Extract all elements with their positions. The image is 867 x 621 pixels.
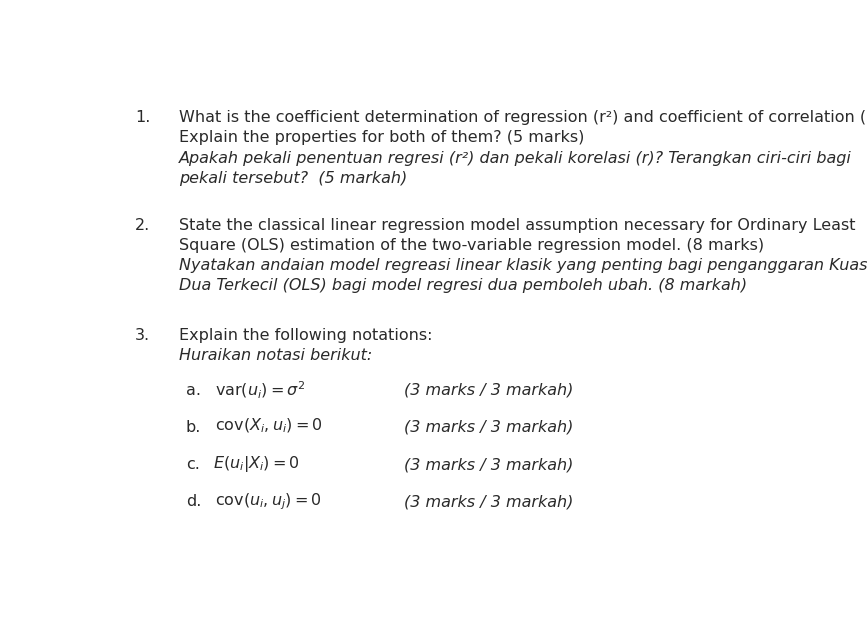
Text: $\mathrm{cov}(u_i, u_j) = 0$: $\mathrm{cov}(u_i, u_j) = 0$	[214, 491, 322, 512]
Text: (3 marks / 3 markah): (3 marks / 3 markah)	[404, 457, 573, 472]
Text: $\mathrm{cov}(X_i, u_i) = 0$: $\mathrm{cov}(X_i, u_i) = 0$	[214, 417, 323, 435]
Text: $E(u_i|X_i) = 0$: $E(u_i|X_i) = 0$	[212, 454, 299, 474]
Text: (3 marks / 3 markah): (3 marks / 3 markah)	[404, 494, 573, 509]
Text: 3.: 3.	[135, 328, 150, 343]
Text: (3 marks / 3 markah): (3 marks / 3 markah)	[404, 383, 573, 398]
Text: pekali tersebut?  (5 markah): pekali tersebut? (5 markah)	[179, 171, 407, 186]
Text: Nyatakan andaian model regreasi linear klasik yang penting bagi penganggaran Kua: Nyatakan andaian model regreasi linear k…	[179, 258, 867, 273]
Text: d.: d.	[186, 494, 201, 509]
Text: Explain the following notations:: Explain the following notations:	[179, 328, 433, 343]
Text: Huraikan notasi berikut:: Huraikan notasi berikut:	[179, 348, 372, 363]
Text: b.: b.	[186, 420, 201, 435]
Text: Explain the properties for both of them? (5 marks): Explain the properties for both of them?…	[179, 130, 584, 145]
Text: Square (OLS) estimation of the two-variable regression model. (8 marks): Square (OLS) estimation of the two-varia…	[179, 238, 764, 253]
Text: 1.: 1.	[135, 111, 151, 125]
Text: Apakah pekali penentuan regresi (r²) dan pekali korelasi (r)? Terangkan ciri-cir: Apakah pekali penentuan regresi (r²) dan…	[179, 150, 851, 166]
Text: What is the coefficient determination of regression (r²) and coefficient of corr: What is the coefficient determination of…	[179, 111, 867, 125]
Text: State the classical linear regression model assumption necessary for Ordinary Le: State the classical linear regression mo…	[179, 218, 856, 233]
Text: a.: a.	[186, 383, 200, 398]
Text: $\mathrm{var}(u_i) = \sigma^2$: $\mathrm{var}(u_i) = \sigma^2$	[214, 380, 305, 401]
Text: 2.: 2.	[135, 218, 151, 233]
Text: c.: c.	[186, 457, 199, 472]
Text: (3 marks / 3 markah): (3 marks / 3 markah)	[404, 420, 573, 435]
Text: Dua Terkecil (OLS) bagi model regresi dua pemboleh ubah. (8 markah): Dua Terkecil (OLS) bagi model regresi du…	[179, 278, 747, 293]
